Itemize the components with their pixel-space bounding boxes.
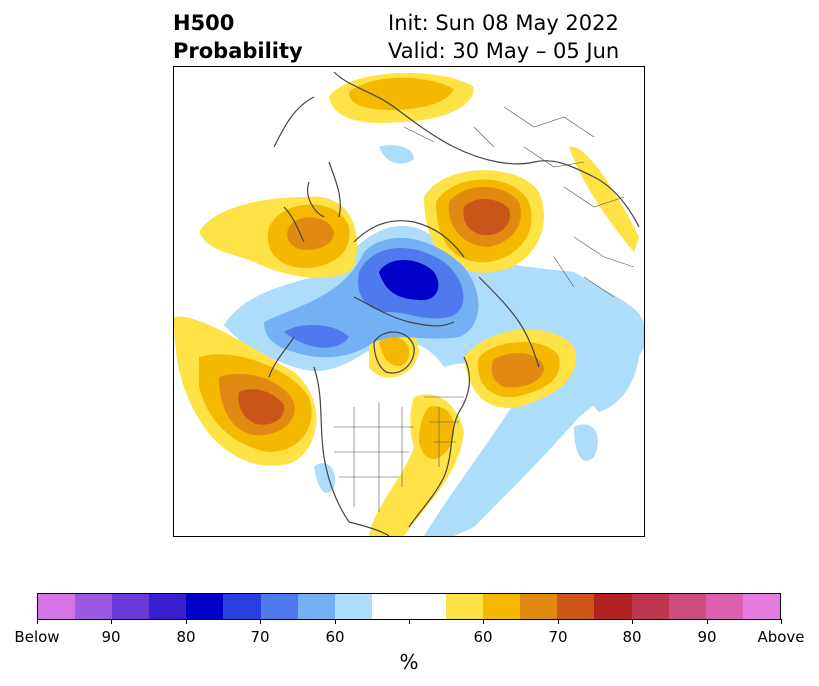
- colorbar-unit-label: %: [399, 650, 419, 674]
- colorbar-tick-label: 60: [325, 628, 345, 646]
- above-90-pacific-core: [238, 389, 285, 425]
- colorbar-tick-label: 80: [622, 628, 642, 646]
- colorbar-tick-label: 70: [548, 628, 568, 646]
- coastline-greenland: [373, 331, 415, 374]
- colorbar-tick-label: Below: [14, 628, 60, 646]
- coastlines: [268, 71, 640, 536]
- colorbar-tick-label: 70: [250, 628, 270, 646]
- above-60-japan-streak: [569, 146, 639, 252]
- colorbar: [37, 593, 781, 620]
- colorbar-tick: [335, 619, 336, 624]
- colorbar-tick-label: 90: [101, 628, 121, 646]
- coastline-arctic: [353, 220, 465, 327]
- colorbar-segment: [334, 594, 372, 619]
- above-80-east-asia: [287, 217, 334, 250]
- colorbar-tick: [781, 619, 782, 624]
- colorbar-segment: [75, 594, 113, 619]
- colorbar-segment: [557, 594, 595, 619]
- below-90-regions: [379, 259, 439, 301]
- colorbar-tick-label: 90: [697, 628, 717, 646]
- colorbar-tick: [632, 619, 633, 624]
- coastline-europe-west: [478, 276, 540, 368]
- country-borders: [334, 106, 635, 512]
- colorbar-segment: [408, 594, 447, 619]
- map-title-left: H500 Probability: [173, 9, 303, 65]
- colorbar-tick: [37, 619, 38, 624]
- colorbar-segment: [260, 594, 298, 619]
- colorbar-tick: [111, 619, 112, 624]
- colorbar-segment: [705, 594, 743, 619]
- colorbar-segment: [149, 594, 187, 619]
- below-60-lower-tail: [314, 463, 335, 493]
- coastline-asia-east: [283, 161, 341, 243]
- below-60-top-patch: [379, 145, 414, 164]
- colorbar-tick-label: Above: [757, 628, 805, 646]
- colorbar-tick-label: 60: [473, 628, 493, 646]
- colorbar-tick: [707, 619, 708, 624]
- above-70-greenland: [379, 337, 410, 366]
- colorbar-tick: [260, 619, 261, 624]
- colorbar-tick: [558, 619, 559, 624]
- above-70-east-us: [419, 406, 455, 459]
- colorbar-tick: [186, 619, 187, 624]
- above-90-regions: [238, 198, 510, 425]
- coastline-eurasia: [273, 71, 640, 228]
- colorbar-segment: [520, 594, 558, 619]
- below-90-core: [379, 259, 439, 301]
- title-field: Probability: [173, 39, 303, 63]
- colorbar-tick-label: 80: [176, 628, 196, 646]
- above-70-north-europe: [349, 77, 454, 110]
- map-title-right: Init: Sun 08 May 2022 Valid: 30 May – 05…: [388, 9, 619, 65]
- probability-map: [173, 66, 645, 537]
- border-lines-europe: [424, 396, 464, 467]
- title-variable: H500: [173, 11, 235, 35]
- colorbar-segment: [186, 594, 224, 619]
- colorbar-segment: [223, 594, 261, 619]
- colorbar-segment: [631, 594, 669, 619]
- init-date: Init: Sun 08 May 2022: [388, 11, 619, 35]
- colorbar-segment: [742, 594, 780, 619]
- map-canvas: [174, 71, 644, 536]
- colorbar-tick: [483, 619, 484, 624]
- coastline-north-america: [313, 356, 471, 536]
- colorbar-segment: [594, 594, 632, 619]
- below-80-west-lobe: [284, 325, 349, 348]
- colorbar-segment: [483, 594, 521, 619]
- colorbar-segment: [668, 594, 706, 619]
- colorbar-tick: [409, 619, 410, 624]
- coastline-alaska: [268, 336, 295, 378]
- colorbar-segment: [38, 594, 76, 619]
- colorbar-segment: [371, 594, 409, 619]
- above-90-siberia-core: [463, 198, 510, 236]
- below-60-east-pacific: [554, 291, 640, 412]
- valid-range: Valid: 30 May – 05 Jun: [388, 39, 620, 63]
- border-lines-us: [334, 402, 414, 512]
- colorbar-segment: [446, 594, 484, 619]
- border-lines-asia: [403, 106, 625, 208]
- colorbar-segment: [297, 594, 335, 619]
- colorbar-segment: [112, 594, 150, 619]
- below-60-east-strip: [574, 424, 598, 461]
- border-lines-china: [553, 236, 635, 298]
- above-80-atlantic: [491, 353, 544, 388]
